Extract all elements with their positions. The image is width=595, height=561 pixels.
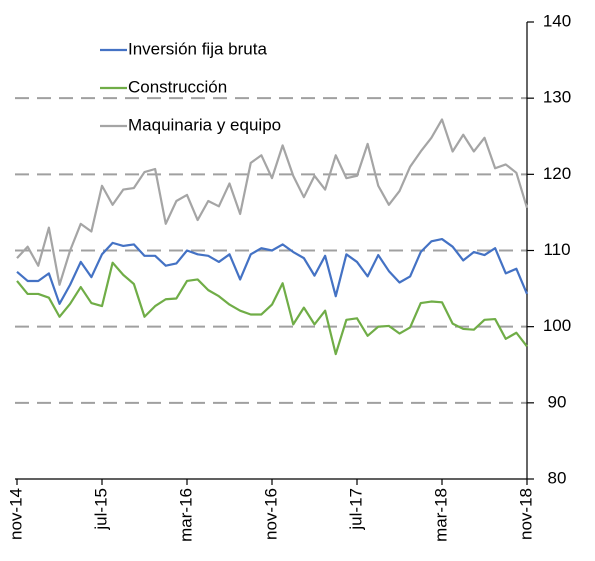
x-tick-label: mar-16 — [176, 488, 195, 542]
y-tick-label: 140 — [543, 11, 571, 30]
series-line — [16, 237, 529, 305]
y-tick-label: 80 — [548, 468, 567, 487]
y-tick-label: 130 — [543, 88, 571, 107]
x-tick-label: jul-15 — [91, 488, 110, 531]
y-tick-label: 110 — [543, 240, 570, 259]
x-tick-label: nov-14 — [6, 488, 25, 540]
x-tick-label: mar-18 — [431, 488, 450, 542]
y-tick-label: 90 — [548, 392, 567, 411]
legend-label: Inversión fija bruta — [128, 39, 267, 58]
y-tick-label: 120 — [543, 164, 571, 183]
x-tick-label: nov-16 — [261, 488, 280, 540]
series-line — [16, 261, 528, 356]
legend-label: Maquinaria y equipo — [128, 115, 281, 134]
x-tick-label: jul-17 — [346, 488, 365, 531]
series-line — [16, 118, 529, 286]
x-tick-label: nov-18 — [516, 488, 535, 540]
legend-label: Construcción — [128, 77, 227, 96]
y-tick-label: 100 — [543, 316, 571, 335]
